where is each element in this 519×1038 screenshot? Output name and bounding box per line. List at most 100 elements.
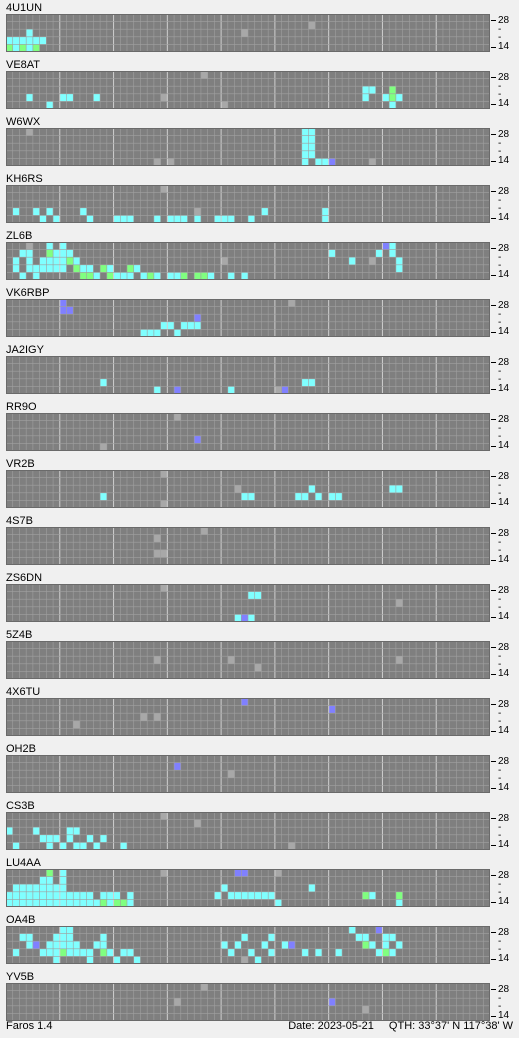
scale-tick bbox=[491, 617, 496, 618]
scale-tick bbox=[491, 218, 496, 219]
signal-cell bbox=[19, 272, 27, 280]
scale-label: - bbox=[498, 830, 502, 841]
signal-cell bbox=[93, 941, 101, 949]
signal-cell bbox=[59, 869, 67, 877]
scale-tick bbox=[491, 161, 496, 162]
scale-label: 28 bbox=[498, 72, 510, 83]
signal-cell bbox=[46, 948, 54, 957]
signal-cell bbox=[241, 29, 248, 37]
scale-tick bbox=[491, 761, 496, 762]
band-scale: 28- -14 bbox=[491, 71, 519, 109]
signal-cell bbox=[59, 884, 67, 892]
signal-cell bbox=[174, 329, 181, 337]
signal-cell bbox=[160, 869, 168, 877]
beacon-grid bbox=[6, 242, 490, 280]
signal-cell bbox=[214, 215, 222, 223]
signal-cell bbox=[73, 264, 80, 273]
signal-cell bbox=[46, 834, 54, 843]
signal-cell bbox=[180, 272, 188, 280]
signal-cell bbox=[153, 158, 161, 166]
signal-cell bbox=[180, 321, 188, 330]
band-scale: 28- -14 bbox=[491, 299, 519, 337]
signal-cell bbox=[86, 948, 94, 957]
grid-border bbox=[6, 14, 490, 52]
signal-cell bbox=[113, 215, 121, 223]
scale-tick bbox=[491, 104, 496, 105]
signal-cell bbox=[274, 869, 282, 877]
signal-cell bbox=[46, 869, 54, 877]
qth-label: QTH: 33°37' N 117°38' W bbox=[388, 1020, 513, 1032]
signal-cell bbox=[26, 128, 33, 136]
signal-cell bbox=[100, 891, 107, 900]
signal-cell bbox=[39, 36, 47, 45]
signal-cell bbox=[362, 93, 369, 102]
signal-cell bbox=[362, 933, 369, 942]
signal-cell bbox=[248, 215, 255, 223]
scale-tick bbox=[491, 446, 496, 447]
scale-label: - bbox=[498, 822, 502, 833]
scale-label: - bbox=[498, 24, 502, 35]
scale-label: 14 bbox=[498, 155, 510, 166]
signal-cell bbox=[100, 941, 107, 949]
scale-tick bbox=[491, 560, 496, 561]
beacon-callsign: OA4B bbox=[6, 914, 36, 926]
signal-cell bbox=[301, 492, 309, 501]
signal-cell bbox=[389, 249, 396, 258]
signal-cell bbox=[348, 257, 356, 265]
scale-label: 14 bbox=[498, 212, 510, 223]
signal-cell bbox=[369, 941, 376, 949]
signal-cell bbox=[308, 21, 316, 30]
scale-label: - bbox=[498, 944, 502, 955]
beacon-panel: JA2IGY 28- -14 bbox=[0, 342, 519, 398]
signal-cell bbox=[389, 93, 396, 102]
signal-cell bbox=[32, 207, 40, 216]
signal-cell bbox=[59, 876, 67, 885]
signal-cell bbox=[241, 869, 248, 877]
signal-cell bbox=[12, 948, 20, 957]
grid-border bbox=[6, 812, 490, 850]
signal-cell bbox=[86, 215, 94, 223]
grid-border bbox=[6, 641, 490, 679]
signal-cell bbox=[66, 941, 74, 949]
scale-label: - bbox=[498, 773, 502, 784]
scale-label: - bbox=[498, 594, 502, 605]
signal-cell bbox=[32, 891, 40, 900]
beacon-grid bbox=[6, 641, 490, 679]
signal-cell bbox=[301, 158, 309, 166]
signal-cell bbox=[241, 891, 248, 900]
signal-cell bbox=[288, 941, 296, 949]
beacon-callsign: VE8AT bbox=[6, 59, 41, 71]
signal-cell bbox=[308, 378, 316, 387]
signal-cell bbox=[268, 891, 275, 900]
beacon-grid bbox=[6, 185, 490, 223]
signal-cell bbox=[46, 891, 54, 900]
beacon-panel: VE8AT 28- -14 bbox=[0, 57, 519, 113]
scale-label: - bbox=[498, 89, 502, 100]
band-scale: 28- -14 bbox=[491, 185, 519, 223]
scale-label: - bbox=[498, 545, 502, 556]
signal-cell bbox=[207, 272, 215, 280]
grid-border bbox=[6, 926, 490, 964]
signal-cell bbox=[133, 956, 141, 964]
signal-cell bbox=[59, 299, 67, 307]
scale-label: 14 bbox=[498, 41, 510, 52]
beacon-callsign: YV5B bbox=[6, 971, 35, 983]
beacon-grid bbox=[6, 584, 490, 622]
beacon-callsign: 4U1UN bbox=[6, 2, 43, 14]
signal-cell bbox=[32, 884, 40, 892]
grid-border bbox=[6, 698, 490, 736]
signal-cell bbox=[221, 215, 228, 223]
signal-cell bbox=[39, 899, 47, 907]
date-label: Date: 2023-05-21 bbox=[288, 1020, 374, 1032]
scale-tick bbox=[491, 647, 496, 648]
signal-cell bbox=[160, 185, 168, 193]
signal-cell bbox=[26, 884, 33, 892]
signal-cell bbox=[221, 101, 228, 109]
signal-cell bbox=[153, 713, 161, 721]
signal-cell bbox=[174, 998, 181, 1006]
signal-cell bbox=[395, 257, 403, 265]
signal-cell bbox=[66, 926, 74, 934]
signal-cell bbox=[147, 329, 154, 337]
signal-cell bbox=[227, 770, 235, 778]
signal-cell bbox=[295, 492, 302, 501]
